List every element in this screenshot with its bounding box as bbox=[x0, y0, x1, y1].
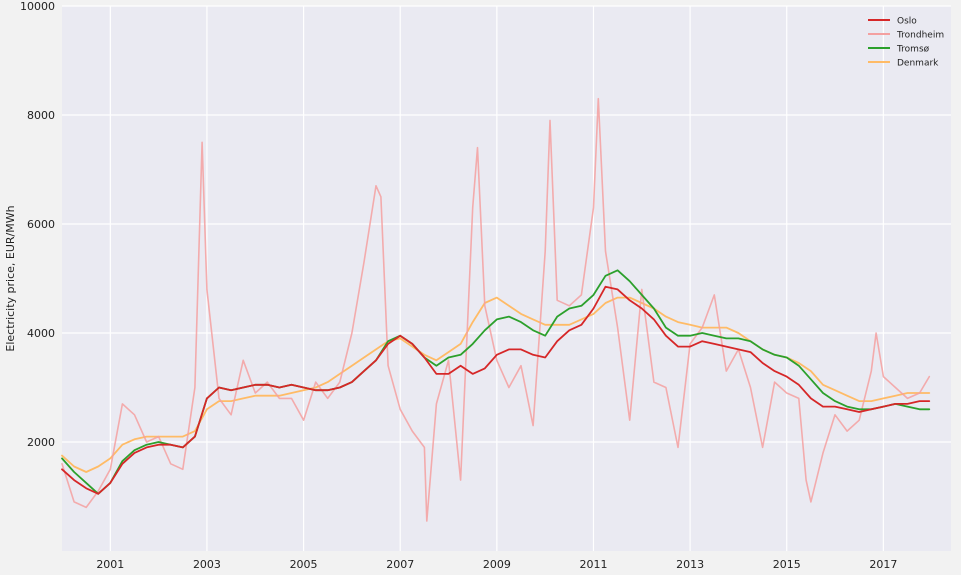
x-tick-label: 2011 bbox=[579, 558, 607, 571]
x-tick-label: 2001 bbox=[96, 558, 124, 571]
legend-label: Oslo bbox=[897, 17, 917, 27]
y-axis-ticks: 2000 4000 6000 8000 10000 bbox=[20, 0, 55, 449]
y-tick-label: 4000 bbox=[27, 327, 55, 340]
legend-label: Tromsø bbox=[896, 45, 930, 55]
series-line-trondheim bbox=[61, 97, 931, 522]
x-tick-label: 2007 bbox=[386, 558, 414, 571]
x-axis-ticks: 2001 2003 2005 2007 2009 2011 2013 2015 2017 bbox=[96, 558, 897, 571]
y-tick-label: 10000 bbox=[20, 0, 55, 13]
x-tick-label: 2017 bbox=[869, 558, 897, 571]
series-layer bbox=[61, 97, 931, 522]
x-tick-label: 2009 bbox=[483, 558, 511, 571]
plot-area bbox=[62, 6, 951, 551]
legend-label: Trondheim bbox=[896, 31, 944, 41]
y-tick-label: 8000 bbox=[27, 109, 55, 122]
legend: Oslo Trondheim Tromsø Denmark bbox=[868, 17, 944, 69]
series-line-oslo bbox=[61, 285, 931, 495]
x-tick-label: 2013 bbox=[676, 558, 704, 571]
legend-label: Denmark bbox=[897, 59, 939, 69]
x-tick-label: 2015 bbox=[773, 558, 801, 571]
x-tick-label: 2003 bbox=[193, 558, 221, 571]
y-tick-label: 6000 bbox=[27, 218, 55, 231]
y-tick-label: 2000 bbox=[27, 436, 55, 449]
y-axis-label: Electricity price, EUR/MWh bbox=[4, 205, 17, 351]
x-tick-label: 2005 bbox=[290, 558, 318, 571]
